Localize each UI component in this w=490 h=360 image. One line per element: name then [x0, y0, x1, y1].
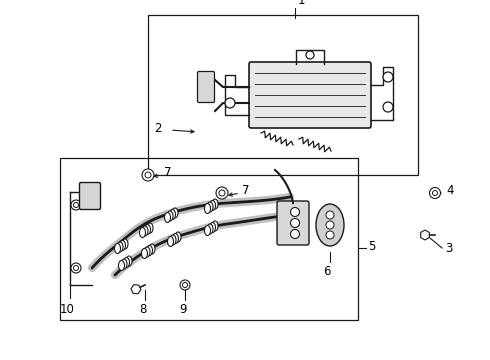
Text: 2: 2 — [154, 122, 162, 135]
FancyBboxPatch shape — [79, 183, 100, 210]
Circle shape — [219, 190, 225, 196]
Ellipse shape — [140, 228, 146, 238]
Ellipse shape — [126, 256, 132, 266]
Text: 3: 3 — [445, 242, 452, 255]
Ellipse shape — [168, 237, 173, 247]
Circle shape — [182, 283, 188, 288]
Ellipse shape — [170, 210, 175, 220]
Polygon shape — [421, 230, 429, 240]
Text: 7: 7 — [164, 166, 171, 180]
Ellipse shape — [123, 257, 129, 267]
Circle shape — [326, 211, 334, 219]
Ellipse shape — [117, 242, 123, 252]
Ellipse shape — [119, 261, 124, 270]
Circle shape — [433, 190, 438, 195]
Text: 5: 5 — [368, 240, 375, 253]
Circle shape — [74, 266, 78, 270]
Ellipse shape — [210, 222, 216, 233]
Circle shape — [291, 219, 299, 228]
Ellipse shape — [121, 259, 127, 269]
Ellipse shape — [144, 247, 150, 257]
Circle shape — [326, 221, 334, 229]
Ellipse shape — [167, 211, 173, 221]
Text: 7: 7 — [242, 184, 249, 198]
Circle shape — [225, 98, 235, 108]
FancyBboxPatch shape — [277, 201, 309, 245]
Text: 6: 6 — [323, 265, 331, 278]
Ellipse shape — [122, 239, 128, 249]
Text: 4: 4 — [446, 184, 454, 198]
Circle shape — [383, 102, 393, 112]
Circle shape — [142, 169, 154, 181]
Circle shape — [291, 230, 299, 238]
Text: 1: 1 — [298, 0, 305, 7]
Ellipse shape — [212, 221, 218, 231]
Circle shape — [430, 188, 441, 198]
Ellipse shape — [142, 248, 147, 258]
Circle shape — [306, 51, 314, 59]
Ellipse shape — [147, 223, 153, 233]
Ellipse shape — [212, 199, 218, 209]
Circle shape — [180, 280, 190, 290]
Ellipse shape — [204, 225, 211, 235]
Circle shape — [216, 187, 228, 199]
Ellipse shape — [207, 224, 213, 234]
FancyBboxPatch shape — [249, 62, 371, 128]
Ellipse shape — [170, 235, 176, 245]
FancyBboxPatch shape — [197, 72, 215, 103]
Bar — [148, 15, 418, 175]
Ellipse shape — [316, 204, 344, 246]
Ellipse shape — [149, 244, 155, 254]
Ellipse shape — [172, 208, 178, 218]
Text: 10: 10 — [60, 303, 74, 316]
Text: 9: 9 — [179, 303, 187, 316]
Bar — [60, 158, 358, 320]
Circle shape — [326, 231, 334, 239]
Ellipse shape — [175, 232, 181, 242]
Circle shape — [74, 202, 78, 207]
Circle shape — [71, 263, 81, 273]
Ellipse shape — [204, 203, 211, 213]
Polygon shape — [131, 285, 141, 294]
Ellipse shape — [210, 201, 216, 211]
Text: 8: 8 — [139, 303, 147, 316]
Ellipse shape — [165, 212, 171, 222]
Circle shape — [71, 200, 81, 210]
Circle shape — [383, 72, 393, 82]
Ellipse shape — [115, 243, 121, 253]
Ellipse shape — [207, 202, 213, 212]
Ellipse shape — [142, 226, 148, 236]
Ellipse shape — [145, 225, 150, 234]
Ellipse shape — [120, 240, 125, 251]
Circle shape — [145, 172, 151, 178]
Circle shape — [291, 207, 299, 216]
Ellipse shape — [147, 246, 152, 256]
Ellipse shape — [172, 234, 178, 243]
